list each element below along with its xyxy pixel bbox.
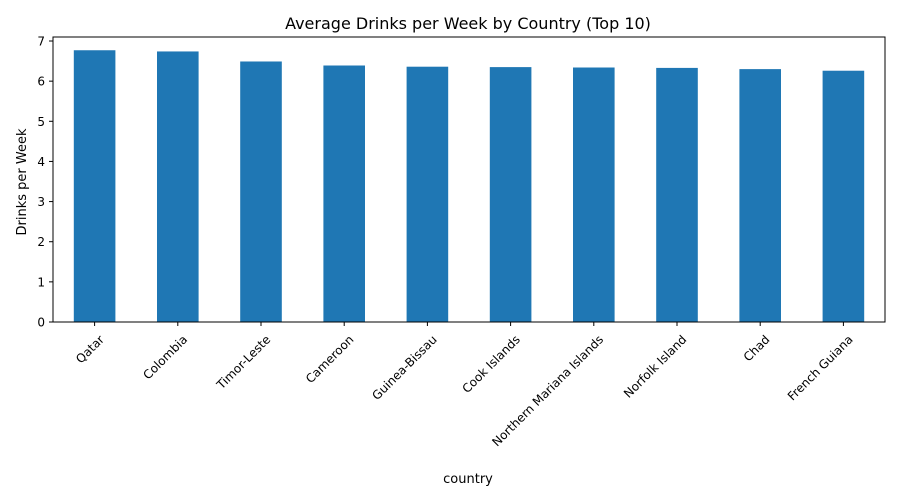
y-tick-label: 4 — [37, 155, 45, 169]
y-tick-label: 0 — [37, 316, 45, 330]
bar-cook-islands — [489, 67, 532, 322]
plot-frame — [52, 36, 886, 323]
bar-guinea-bissau — [406, 66, 449, 322]
bar-qatar — [73, 50, 116, 322]
x-axis-ticks: Qatar Colombia Timor-Leste Cameroon Guinea-B… — [73, 322, 856, 449]
bar-northern-mariana-islands — [573, 67, 615, 322]
bar-cameroon — [323, 65, 365, 322]
bar-norfolk-island — [656, 67, 698, 322]
y-tick-label: 7 — [37, 35, 45, 49]
x-axis-label: country — [443, 472, 493, 487]
y-tick-label: 6 — [37, 75, 45, 89]
x-tick-label: Guinea-Bissau — [369, 332, 439, 402]
x-tick-label: Cook Islands — [459, 332, 522, 395]
x-tick-label: Norfolk Island — [621, 332, 689, 400]
x-tick-label: Cameroon — [303, 332, 357, 386]
bar-colombia — [157, 51, 199, 322]
y-axis-label: Drinks per Week — [15, 128, 30, 235]
y-tick-label: 5 — [37, 115, 45, 129]
chart-title: Average Drinks per Week by Country (Top … — [285, 14, 651, 33]
bars-group — [73, 50, 865, 323]
bar-timor-leste — [240, 61, 282, 323]
x-tick-label: Timor-Leste — [213, 332, 273, 392]
y-axis-ticks: 0 1 2 3 4 5 6 7 — [37, 35, 53, 330]
x-tick-label: Qatar — [73, 332, 107, 366]
bar-french-guiana — [822, 70, 865, 322]
y-tick-label: 3 — [37, 195, 45, 209]
y-tick-label: 1 — [37, 275, 45, 289]
x-tick-label: French Guiana — [785, 332, 856, 403]
x-tick-label: Chad — [741, 332, 773, 364]
bar-chad — [739, 69, 781, 323]
x-tick-label: Colombia — [140, 332, 190, 382]
y-tick-label: 2 — [37, 235, 45, 249]
